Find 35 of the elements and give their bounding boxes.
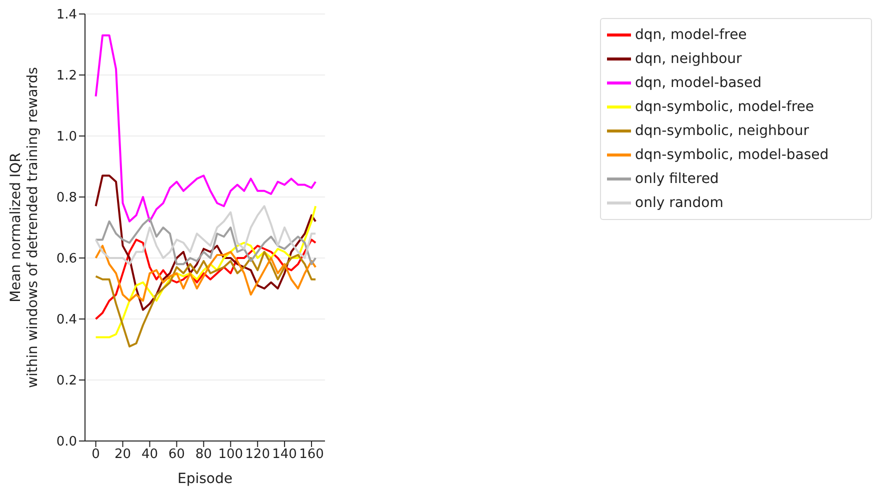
x-tick-label: 60	[168, 447, 185, 462]
x-tick-label: 40	[141, 447, 158, 462]
legend-label: dqn-symbolic, neighbour	[635, 122, 809, 139]
line-series	[94, 205, 317, 266]
x-tick-label: 100	[218, 447, 244, 462]
y-tick-label: 0.2	[56, 374, 77, 389]
legend-label: dqn-symbolic, model-free	[635, 98, 814, 115]
line-series	[94, 250, 317, 348]
y-tick-label: 0.4	[56, 312, 77, 328]
legend-label: only random	[635, 194, 724, 211]
y-tick-label: 0.8	[56, 190, 77, 206]
x-axis-title: Episode	[178, 471, 232, 487]
line-series	[94, 217, 317, 266]
y-tick-label: 0.6	[56, 252, 77, 267]
y-axis-title: Mean normalized IQR within windows of detrended training rewards	[8, 67, 41, 388]
x-tick-label: 20	[114, 447, 132, 462]
line-series	[94, 238, 317, 320]
legend-label: dqn, model-free	[635, 26, 747, 43]
legend-label: only filtered	[635, 170, 719, 187]
legend-label: dqn, neighbour	[635, 50, 742, 67]
line-series	[94, 244, 317, 302]
line-series	[94, 34, 317, 222]
y-tick-label: 1.0	[56, 130, 77, 145]
line-series	[94, 205, 317, 338]
x-tick-label: 140	[272, 447, 297, 462]
x-tick-label: 120	[245, 447, 270, 462]
x-tick-label: 80	[195, 447, 212, 462]
line-series	[94, 174, 317, 311]
legend-label: dqn-symbolic, model-based	[635, 146, 829, 163]
legend-label: dqn, model-based	[635, 74, 762, 91]
x-tick-label: 160	[299, 447, 324, 462]
y-tick-label: 1.2	[56, 68, 77, 84]
y-tick-label: 0.0	[56, 434, 77, 450]
x-tick-label: 0	[92, 447, 100, 462]
y-tick-label: 1.4	[56, 8, 77, 23]
